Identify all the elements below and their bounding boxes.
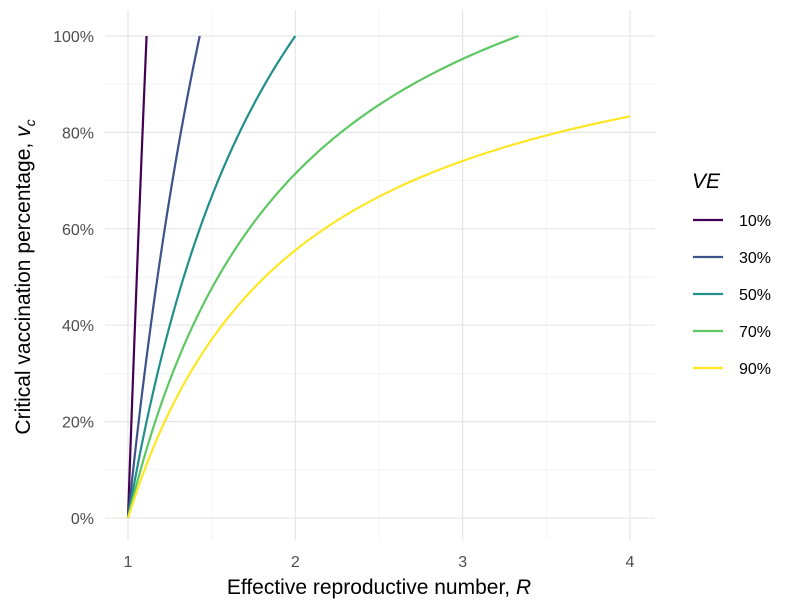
legend-label: 10%	[739, 213, 771, 230]
y-tick-label: 80%	[62, 125, 94, 142]
legend-label: 50%	[739, 287, 771, 304]
y-tick-label: 100%	[53, 29, 94, 46]
series-line-ve-10	[126, 35, 148, 519]
legend: VE 10% 30% 50% 70% 90%	[692, 170, 771, 378]
legend-label: 70%	[739, 324, 771, 341]
legend-title: VE	[692, 170, 721, 193]
series-line-ve-90	[126, 115, 631, 519]
y-tick-label: 0%	[71, 511, 94, 528]
legend-label: 90%	[739, 361, 771, 378]
x-tick-label: 3	[458, 554, 467, 571]
series-line-ve-50	[126, 35, 297, 519]
y-axis-title: Critical vaccination percentage, vc	[12, 119, 38, 434]
x-tick-label: 2	[291, 554, 300, 571]
axis-ticks: 1 2 3 40%20%40%60%80%100%	[53, 29, 634, 571]
x-tick-label: 1	[124, 554, 133, 571]
x-tick-label: 4	[626, 554, 635, 571]
series-lines	[126, 34, 631, 519]
y-tick-label: 40%	[62, 318, 94, 335]
plot-grid	[105, 10, 655, 540]
series-line-ve-30	[126, 35, 201, 519]
series-line-ve-70	[126, 34, 519, 519]
legend-label: 30%	[739, 250, 771, 267]
y-tick-label: 20%	[62, 415, 94, 432]
x-axis-title: Effective reproductive number, R	[227, 576, 531, 599]
y-tick-label: 60%	[62, 222, 94, 239]
